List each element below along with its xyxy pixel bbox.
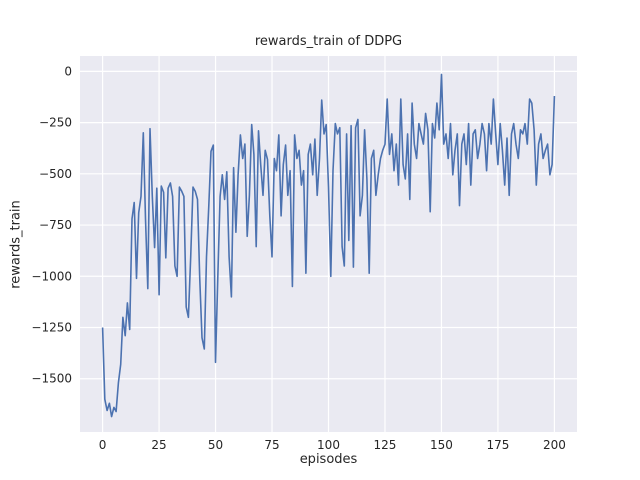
- x-tick-label: 175: [486, 438, 509, 452]
- x-tick-label: 125: [374, 438, 397, 452]
- y-axis-label: rewards_train: [8, 200, 24, 289]
- x-tick-label: 0: [99, 438, 107, 452]
- y-tick-label: −250: [39, 116, 72, 130]
- x-tick-label: 75: [264, 438, 279, 452]
- y-tick-label: −1000: [31, 269, 72, 283]
- y-tick-label: 0: [64, 64, 72, 78]
- x-tick-label: 150: [430, 438, 453, 452]
- x-tick-label: 200: [543, 438, 566, 452]
- x-tick-label: 100: [317, 438, 340, 452]
- y-tick-label: −500: [39, 167, 72, 181]
- chart-title: rewards_train of DDPG: [254, 34, 403, 49]
- y-tick-label: −1500: [31, 372, 72, 386]
- x-tick-label: 25: [151, 438, 166, 452]
- x-tick-label: 50: [208, 438, 223, 452]
- y-tick-label: −1250: [31, 320, 72, 334]
- series-rewards-train: [101, 73, 556, 418]
- y-tick-label: −750: [39, 218, 72, 232]
- x-axis-label: episodes: [299, 452, 358, 467]
